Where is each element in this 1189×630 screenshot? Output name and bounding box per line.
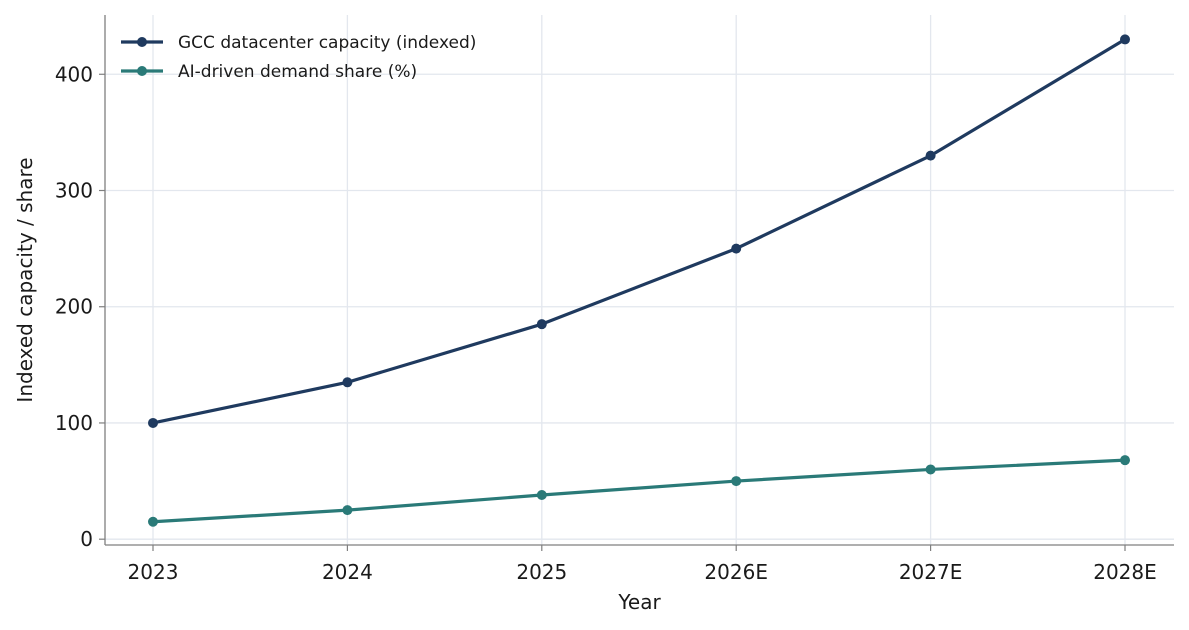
series-line xyxy=(151,37,1127,425)
y-tick-label: 400 xyxy=(55,62,93,86)
axes xyxy=(104,15,1174,546)
data-point xyxy=(731,476,742,487)
series-0 xyxy=(148,34,1130,428)
legend-label: GCC datacenter capacity (indexed) xyxy=(178,33,476,53)
legend-item: GCC datacenter capacity (indexed) xyxy=(121,33,476,53)
data-point xyxy=(148,516,158,527)
series xyxy=(148,34,1130,527)
x-axis-title: Year xyxy=(617,590,661,614)
x-tick-label: 2027E xyxy=(899,560,963,584)
data-point xyxy=(1120,34,1130,45)
legend-label: AI-driven demand share (%) xyxy=(178,62,417,82)
data-point xyxy=(342,377,353,388)
y-axis-title: Indexed capacity / share xyxy=(13,157,37,402)
data-point xyxy=(536,490,547,501)
data-point xyxy=(731,243,742,254)
grid-lines xyxy=(105,15,1174,545)
data-point xyxy=(925,464,936,475)
legend: GCC datacenter capacity (indexed) AI-driv… xyxy=(121,33,476,82)
y-tick-label: 0 xyxy=(80,527,93,551)
data-point xyxy=(342,505,353,516)
tick-labels: 0 100 200 300 400 2023 2024 2025 2026E 2027E 2028E xyxy=(55,62,1157,584)
legend-marker xyxy=(137,37,147,47)
x-tick-label: 2023 xyxy=(128,560,179,584)
x-tick-label: 2026E xyxy=(704,560,768,584)
data-point xyxy=(148,417,158,428)
legend-item: AI-driven demand share (%) xyxy=(121,62,417,82)
x-tick-label: 2028E xyxy=(1093,560,1157,584)
x-tick-label: 2024 xyxy=(322,560,373,584)
series-line xyxy=(151,458,1127,524)
y-tick-label: 300 xyxy=(55,179,93,203)
y-tick-label: 200 xyxy=(55,295,93,319)
series-1 xyxy=(148,455,1130,527)
data-point xyxy=(536,319,547,330)
legend-marker xyxy=(137,66,147,76)
x-tick-label: 2025 xyxy=(516,560,567,584)
data-point xyxy=(1120,455,1130,466)
data-point xyxy=(925,150,936,161)
y-tick-label: 100 xyxy=(55,411,93,435)
